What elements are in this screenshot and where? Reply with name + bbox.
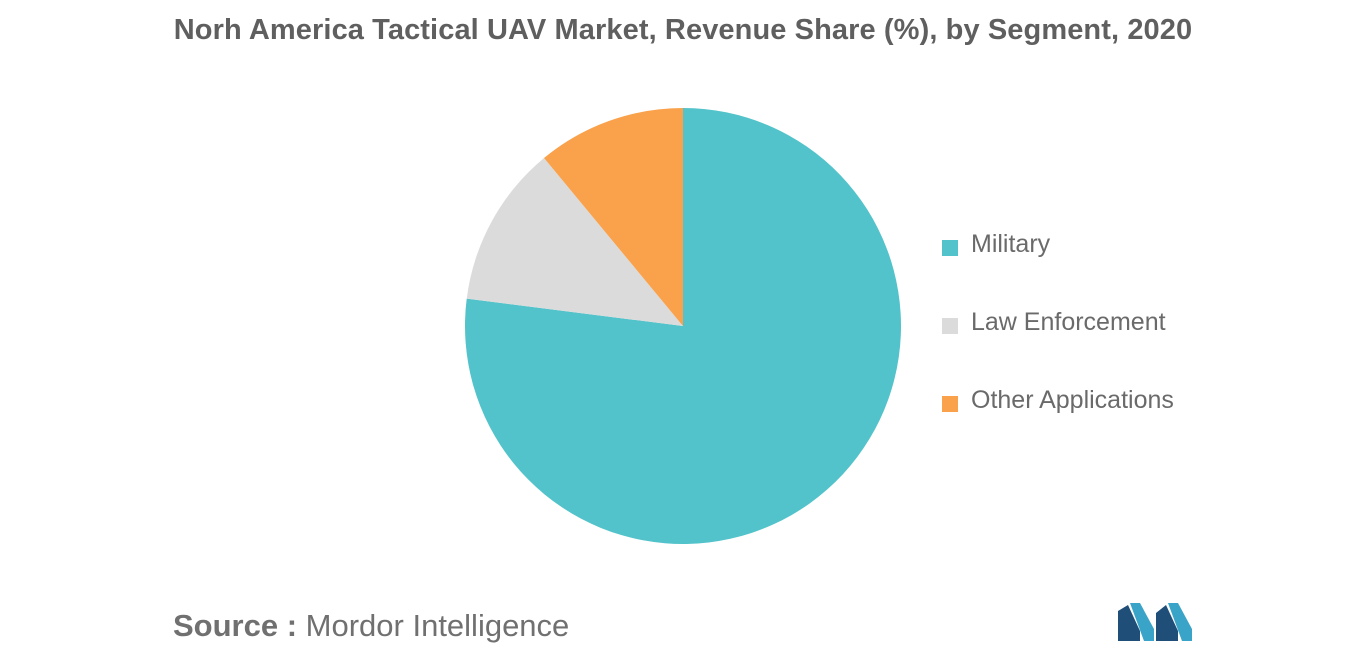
legend-label-other-applications: Other Applications	[971, 386, 1174, 414]
legend-swatch-military	[942, 240, 958, 256]
legend-label-law-enforcement: Law Enforcement	[971, 308, 1166, 336]
source-label: Source :	[173, 608, 298, 643]
mordor-intelligence-logo-icon	[1118, 603, 1192, 641]
legend-label-military: Military	[971, 230, 1051, 258]
legend-swatch-law-enforcement	[942, 318, 958, 334]
chart-title: Norh America Tactical UAV Market, Revenu…	[173, 14, 1193, 46]
source-text: Mordor Intelligence	[305, 608, 570, 643]
source-credit: Source : Mordor Intelligence	[173, 608, 569, 644]
legend-swatch-other-applications	[942, 396, 958, 412]
pie-slice-law-enforcement	[466, 158, 683, 326]
pie-slice-other-applications	[544, 108, 683, 326]
